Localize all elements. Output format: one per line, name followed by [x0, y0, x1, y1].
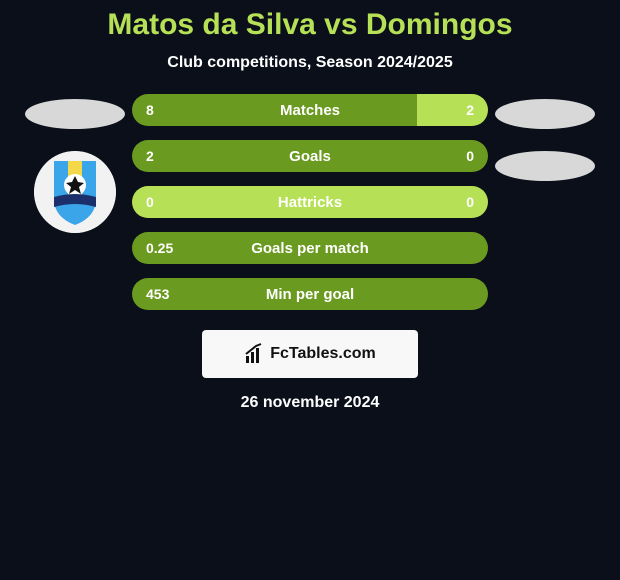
left-player-avatar: [25, 99, 125, 129]
page-title: Matos da Silva vs Domingos: [0, 8, 620, 42]
bar-segment-left: [132, 94, 417, 126]
title-player-right: Domingos: [366, 8, 513, 41]
bar-value-left: 2: [146, 148, 154, 164]
bar-value-right: 0: [466, 148, 474, 164]
bar-segment-right: [417, 94, 488, 126]
bar-value-right: 2: [466, 102, 474, 118]
stat-bar-goals-per-match: 0.25 Goals per match: [132, 232, 488, 264]
bar-value-left: 0.25: [146, 240, 173, 256]
bar-label: Goals: [289, 148, 331, 165]
bar-value-left: 453: [146, 286, 169, 302]
brand-text: FcTables.com: [270, 345, 376, 363]
brand-badge: FcTables.com: [202, 330, 418, 378]
stats-bars: 8 2 Matches 2 0 Goals 0 0 Hattricks 0.25 Goals per…: [130, 94, 490, 310]
comparison-infographic: Matos da Silva vs Domingos Club competit…: [0, 0, 620, 412]
right-player-col: [490, 94, 600, 203]
bar-label: Goals per match: [251, 240, 369, 257]
right-club-ellipse: [495, 151, 595, 181]
stat-bar-goals: 2 0 Goals: [132, 140, 488, 172]
bar-value-left: 0: [146, 194, 154, 210]
chart-icon: [244, 343, 266, 365]
title-player-left: Matos da Silva: [107, 8, 324, 41]
stat-bar-hattricks: 0 0 Hattricks: [132, 186, 488, 218]
subtitle: Club competitions, Season 2024/2025: [0, 54, 620, 72]
bar-value-right: 0: [466, 194, 474, 210]
footer-date: 26 november 2024: [0, 394, 620, 412]
stat-bar-min-per-goal: 453 Min per goal: [132, 278, 488, 310]
bar-label: Hattricks: [278, 194, 342, 211]
right-player-avatar: [495, 99, 595, 129]
main-row: 8 2 Matches 2 0 Goals 0 0 Hattricks 0.25 Goals per…: [0, 94, 620, 310]
left-club-crest: [34, 151, 116, 233]
bar-label: Matches: [280, 102, 340, 119]
left-player-col: [20, 94, 130, 233]
stat-bar-matches: 8 2 Matches: [132, 94, 488, 126]
bar-value-left: 8: [146, 102, 154, 118]
bar-label: Min per goal: [266, 286, 354, 303]
crest-icon: [34, 151, 116, 233]
title-vs: vs: [324, 8, 366, 41]
